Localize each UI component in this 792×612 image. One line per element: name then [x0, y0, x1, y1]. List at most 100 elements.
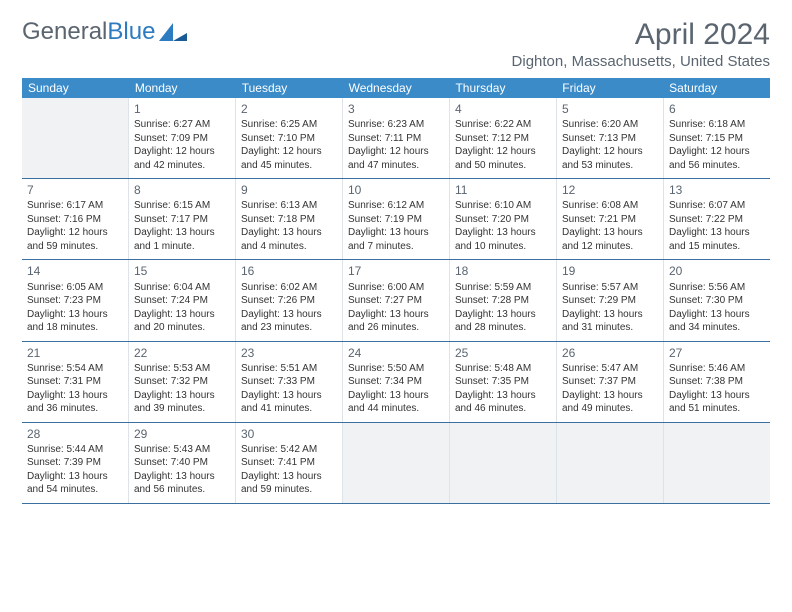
day-info-line: Daylight: 12 hours: [348, 145, 444, 159]
week-row: 28Sunrise: 5:44 AMSunset: 7:39 PMDayligh…: [22, 423, 770, 504]
day-cell: 14Sunrise: 6:05 AMSunset: 7:23 PMDayligh…: [22, 260, 129, 340]
day-info-line: Daylight: 13 hours: [134, 389, 230, 403]
day-info-line: Sunrise: 5:59 AM: [455, 281, 551, 295]
day-info-line: Sunrise: 5:43 AM: [134, 443, 230, 457]
day-info-line: Sunrise: 5:48 AM: [455, 362, 551, 376]
day-info-line: and 7 minutes.: [348, 240, 444, 254]
day-number: 19: [562, 263, 658, 279]
day-cell: 3Sunrise: 6:23 AMSunset: 7:11 PMDaylight…: [343, 98, 450, 178]
day-info-line: and 4 minutes.: [241, 240, 337, 254]
day-cell: 15Sunrise: 6:04 AMSunset: 7:24 PMDayligh…: [129, 260, 236, 340]
day-info-line: Sunset: 7:40 PM: [134, 456, 230, 470]
day-info-line: Sunset: 7:33 PM: [241, 375, 337, 389]
day-number: 30: [241, 426, 337, 442]
day-number: 18: [455, 263, 551, 279]
day-cell: 13Sunrise: 6:07 AMSunset: 7:22 PMDayligh…: [664, 179, 770, 259]
day-info-line: Daylight: 13 hours: [134, 226, 230, 240]
day-info-line: Daylight: 13 hours: [241, 308, 337, 322]
day-number: 15: [134, 263, 230, 279]
day-cell: [343, 423, 450, 503]
weekday-header: Tuesday: [236, 78, 343, 98]
day-info-line: and 51 minutes.: [669, 402, 765, 416]
day-number: 28: [27, 426, 123, 442]
weekday-header: Friday: [556, 78, 663, 98]
day-info-line: Daylight: 12 hours: [455, 145, 551, 159]
location: Dighton, Massachusetts, United States: [512, 53, 770, 70]
day-info-line: Sunrise: 6:08 AM: [562, 199, 658, 213]
day-info-line: Sunset: 7:31 PM: [27, 375, 123, 389]
day-number: 9: [241, 182, 337, 198]
day-info-line: Sunset: 7:20 PM: [455, 213, 551, 227]
day-number: 23: [241, 345, 337, 361]
day-info-line: Sunset: 7:32 PM: [134, 375, 230, 389]
day-info-line: and 15 minutes.: [669, 240, 765, 254]
day-info-line: Sunrise: 5:56 AM: [669, 281, 765, 295]
day-info-line: and 46 minutes.: [455, 402, 551, 416]
day-info-line: Sunrise: 5:47 AM: [562, 362, 658, 376]
day-info-line: Daylight: 13 hours: [241, 470, 337, 484]
day-info-line: Sunrise: 5:54 AM: [27, 362, 123, 376]
day-info-line: Sunset: 7:38 PM: [669, 375, 765, 389]
day-info-line: Daylight: 13 hours: [455, 226, 551, 240]
day-info-line: and 36 minutes.: [27, 402, 123, 416]
day-info-line: Sunset: 7:29 PM: [562, 294, 658, 308]
day-info-line: Sunrise: 6:04 AM: [134, 281, 230, 295]
weekday-header: Monday: [129, 78, 236, 98]
day-info-line: Sunrise: 5:50 AM: [348, 362, 444, 376]
day-info-line: and 20 minutes.: [134, 321, 230, 335]
day-number: 12: [562, 182, 658, 198]
day-info-line: Sunrise: 6:02 AM: [241, 281, 337, 295]
day-number: 13: [669, 182, 765, 198]
day-cell: [664, 423, 770, 503]
day-info-line: Daylight: 12 hours: [134, 145, 230, 159]
day-info-line: Sunrise: 6:25 AM: [241, 118, 337, 132]
day-info-line: Sunset: 7:23 PM: [27, 294, 123, 308]
day-info-line: Sunrise: 6:05 AM: [27, 281, 123, 295]
month-title: April 2024: [512, 18, 770, 51]
day-cell: [22, 98, 129, 178]
day-number: 2: [241, 101, 337, 117]
day-info-line: and 59 minutes.: [241, 483, 337, 497]
weeks-container: 1Sunrise: 6:27 AMSunset: 7:09 PMDaylight…: [22, 98, 770, 504]
day-info-line: Sunset: 7:27 PM: [348, 294, 444, 308]
day-cell: 8Sunrise: 6:15 AMSunset: 7:17 PMDaylight…: [129, 179, 236, 259]
day-number: 17: [348, 263, 444, 279]
week-row: 1Sunrise: 6:27 AMSunset: 7:09 PMDaylight…: [22, 98, 770, 179]
day-info-line: Daylight: 13 hours: [455, 308, 551, 322]
day-info-line: and 39 minutes.: [134, 402, 230, 416]
day-info-line: Sunrise: 6:22 AM: [455, 118, 551, 132]
day-cell: 1Sunrise: 6:27 AMSunset: 7:09 PMDaylight…: [129, 98, 236, 178]
day-cell: 17Sunrise: 6:00 AMSunset: 7:27 PMDayligh…: [343, 260, 450, 340]
day-info-line: Daylight: 13 hours: [27, 308, 123, 322]
day-info-line: and 10 minutes.: [455, 240, 551, 254]
weekday-row: SundayMondayTuesdayWednesdayThursdayFrid…: [22, 78, 770, 98]
day-info-line: Sunset: 7:16 PM: [27, 213, 123, 227]
day-info-line: Daylight: 13 hours: [241, 226, 337, 240]
day-info-line: Daylight: 13 hours: [669, 308, 765, 322]
day-cell: 18 Sunrise: 5:59 AMSunset: 7:28 PMDayligh…: [450, 260, 557, 340]
day-cell: 26Sunrise: 5:47 AMSunset: 7:37 PMDayligh…: [557, 342, 664, 422]
day-number: 1: [134, 101, 230, 117]
day-info-line: Sunrise: 6:10 AM: [455, 199, 551, 213]
logo-text-2: Blue: [107, 18, 155, 46]
day-number: 8: [134, 182, 230, 198]
day-number: 7: [27, 182, 123, 198]
week-row: 21Sunrise: 5:54 AMSunset: 7:31 PMDayligh…: [22, 342, 770, 423]
day-info-line: Daylight: 13 hours: [669, 389, 765, 403]
day-cell: 11Sunrise: 6:10 AMSunset: 7:20 PMDayligh…: [450, 179, 557, 259]
day-number: 16: [241, 263, 337, 279]
day-info-line: Sunrise: 6:13 AM: [241, 199, 337, 213]
day-info-line: Daylight: 13 hours: [348, 226, 444, 240]
day-info-line: Daylight: 13 hours: [241, 389, 337, 403]
day-number: 20: [669, 263, 765, 279]
day-info-line: Sunrise: 6:23 AM: [348, 118, 444, 132]
day-info-line: Sunset: 7:39 PM: [27, 456, 123, 470]
weekday-header: Wednesday: [343, 78, 450, 98]
day-cell: 29Sunrise: 5:43 AMSunset: 7:40 PMDayligh…: [129, 423, 236, 503]
day-info-line: and 45 minutes.: [241, 159, 337, 173]
day-number: 3: [348, 101, 444, 117]
day-info-line: Sunrise: 5:53 AM: [134, 362, 230, 376]
day-info-line: and 28 minutes.: [455, 321, 551, 335]
day-number: 5: [562, 101, 658, 117]
day-info-line: Sunset: 7:28 PM: [455, 294, 551, 308]
